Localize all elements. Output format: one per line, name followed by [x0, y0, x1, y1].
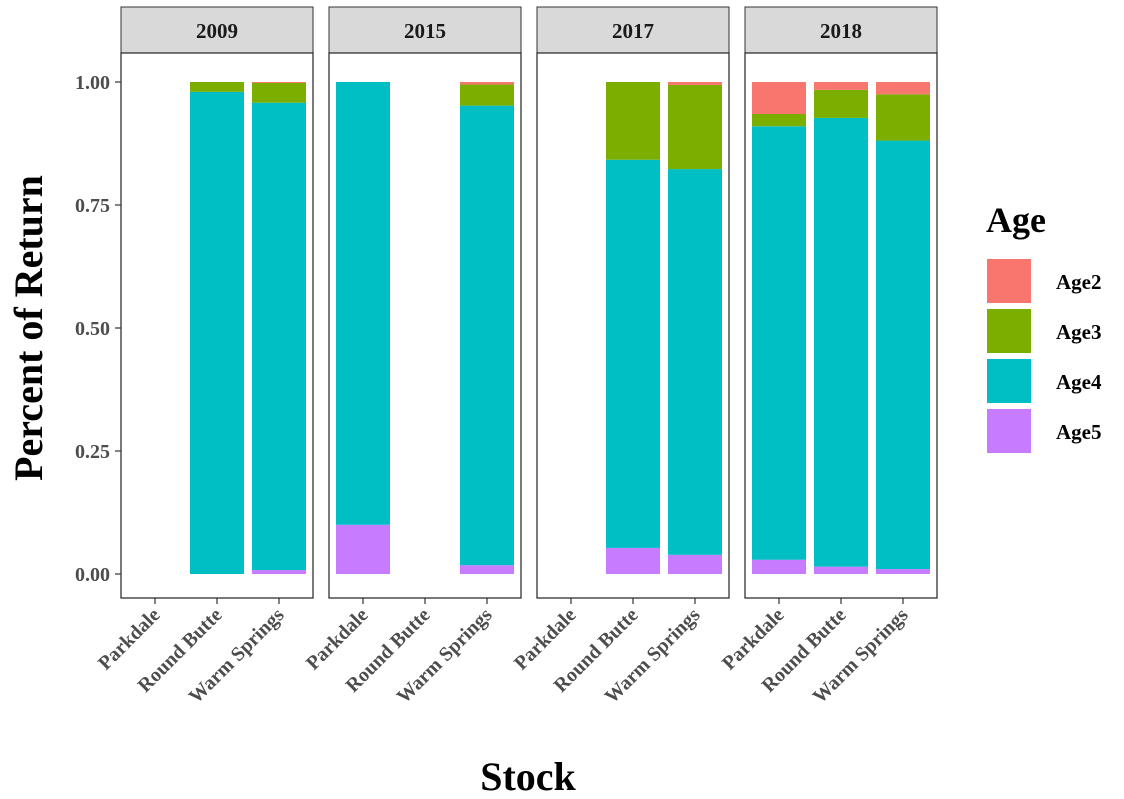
bar-segment-age4	[252, 102, 306, 571]
bar-segment-age2	[814, 82, 868, 90]
bar-segment-age3	[814, 89, 868, 118]
bar-segment-age5	[814, 566, 868, 574]
legend-key-age4	[985, 357, 1033, 405]
facet-strip-label: 2009	[196, 19, 238, 43]
bar-segment-age5	[252, 570, 306, 574]
bar-segment-age3	[606, 82, 660, 160]
facet-strip	[120, 6, 314, 54]
legend-key-age2	[985, 257, 1033, 305]
legend-label: Age3	[1056, 320, 1102, 344]
y-tick-label: 0.50	[75, 318, 110, 340]
legend-label: Age2	[1056, 270, 1102, 294]
y-tick-label: 0.25	[75, 441, 110, 463]
legend-key-age3	[985, 307, 1033, 355]
y-tick-label: 1.00	[75, 72, 110, 94]
legend-label: Age4	[1056, 370, 1102, 394]
bar-segment-age4	[668, 169, 722, 555]
y-axis: 0.00 0.25 0.50 0.75 1.00	[75, 72, 121, 586]
facet-strip-label: 2017	[612, 19, 654, 43]
legend-key-age5	[985, 407, 1033, 455]
bar-segment-age5	[752, 559, 806, 574]
facet-strip-label: 2018	[820, 19, 862, 43]
facet-strip-label: 2015	[404, 19, 446, 43]
bar-segment-age2	[252, 82, 306, 83]
bar-segment-age3	[876, 94, 930, 141]
y-tick-label: 0.00	[75, 564, 110, 586]
facet-strip	[536, 6, 730, 54]
bar-segment-age2	[876, 82, 930, 95]
bar-segment-age4	[814, 117, 868, 567]
bar-segment-age5	[606, 547, 660, 574]
legend-title: Age	[986, 200, 1046, 240]
bar-segment-age4	[336, 82, 390, 525]
facet-strip	[744, 6, 938, 54]
bar-segment-age5	[336, 524, 390, 574]
y-tick-label: 0.75	[75, 195, 110, 217]
bar-segment-age4	[460, 105, 514, 566]
bar-segment-age3	[252, 82, 306, 103]
legend-label: Age5	[1056, 420, 1102, 444]
y-axis-title: Percent of Return	[6, 175, 51, 481]
bar-segment-age3	[460, 84, 514, 106]
bar-segment-age2	[460, 82, 514, 85]
x-axis-title: Stock	[480, 754, 576, 799]
panel-border	[744, 52, 938, 599]
bar-segment-age4	[606, 159, 660, 548]
bar-segment-age3	[668, 84, 722, 170]
panel-border	[328, 52, 522, 599]
bar-segment-age5	[460, 565, 514, 574]
bar-segment-age3	[190, 82, 244, 92]
bar-segment-age4	[190, 91, 244, 574]
bar-segment-age3	[752, 113, 806, 127]
panel-border	[536, 52, 730, 599]
bar-segment-age4	[752, 126, 806, 560]
bar-segment-age5	[876, 569, 930, 574]
bar-segment-age4	[876, 140, 930, 570]
legend: Age Age2 Age3 Age4 Age5	[985, 200, 1102, 455]
bar-segment-age2	[752, 82, 806, 114]
panel-border	[120, 52, 314, 599]
bar-segment-age2	[668, 82, 722, 85]
bar-segment-age5	[668, 554, 722, 574]
